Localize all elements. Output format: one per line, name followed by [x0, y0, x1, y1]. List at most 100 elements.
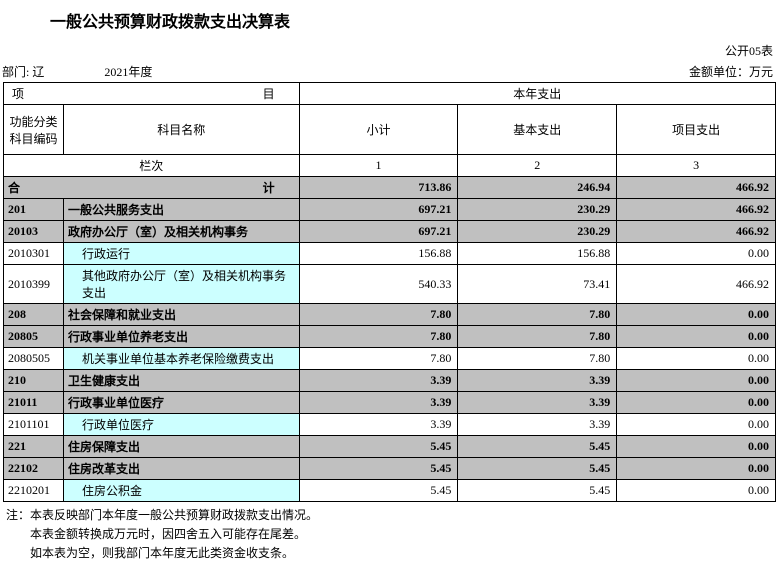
note-line: 本表金额转换成万元时，因四舍五入可能存在尾差。 — [30, 525, 773, 544]
notes-section: 注：本表反映部门本年度一般公共预算财政拨款支出情况。 本表金额转换成万元时，因四… — [0, 502, 779, 568]
header-row-1: 项 目 本年支出 — [4, 83, 776, 105]
cell-subtotal: 540.33 — [299, 265, 458, 304]
cell-name: 行政运行 — [63, 243, 299, 265]
cell-basic: 3.39 — [458, 370, 617, 392]
cell-name: 住房改革支出 — [63, 458, 299, 480]
cell-name: 政府办公厅（室）及相关机构事务 — [63, 221, 299, 243]
cell-project: 0.00 — [617, 414, 776, 436]
cell-subtotal: 3.39 — [299, 370, 458, 392]
hdr-lanci: 栏次 — [4, 155, 300, 177]
table-row: 2101101行政单位医疗3.393.390.00 — [4, 414, 776, 436]
hdr-func-code: 功能分类科目编码 — [4, 105, 64, 155]
total-subtotal: 713.86 — [299, 177, 458, 199]
unit-label: 金额单位：万元 — [689, 63, 773, 80]
cell-code: 201 — [4, 199, 64, 221]
cell-basic: 3.39 — [458, 414, 617, 436]
hdr-basic: 基本支出 — [458, 105, 617, 155]
cell-code: 2101101 — [4, 414, 64, 436]
cell-subtotal: 697.21 — [299, 221, 458, 243]
cell-project: 0.00 — [617, 326, 776, 348]
hdr-spending: 本年支出 — [299, 83, 775, 105]
hdr-subject: 科目名称 — [63, 105, 299, 155]
cell-project: 0.00 — [617, 370, 776, 392]
cell-code: 210 — [4, 370, 64, 392]
cell-basic: 5.45 — [458, 458, 617, 480]
year-label: 2021年度 — [104, 63, 152, 80]
cell-code: 2010399 — [4, 265, 64, 304]
cell-code: 20805 — [4, 326, 64, 348]
total-basic: 246.94 — [458, 177, 617, 199]
cell-subtotal: 3.39 — [299, 392, 458, 414]
cell-name: 住房保障支出 — [63, 436, 299, 458]
cell-code: 2210201 — [4, 480, 64, 502]
cell-subtotal: 5.45 — [299, 480, 458, 502]
meta-main: 部门: 辽 2021年度 金额单位：万元 — [0, 61, 779, 82]
cell-subtotal: 7.80 — [299, 348, 458, 370]
table-row: 208社会保障和就业支出7.807.800.00 — [4, 304, 776, 326]
hdr-col1: 1 — [299, 155, 458, 177]
table-row: 210卫生健康支出3.393.390.00 — [4, 370, 776, 392]
cell-name: 行政单位医疗 — [63, 414, 299, 436]
hdr-col2: 2 — [458, 155, 617, 177]
cell-code: 21011 — [4, 392, 64, 414]
cell-basic: 230.29 — [458, 199, 617, 221]
cell-subtotal: 5.45 — [299, 458, 458, 480]
table-row: 2010399其他政府办公厅（室）及相关机构事务支出540.3373.41466… — [4, 265, 776, 304]
table-row: 21011行政事业单位医疗3.393.390.00 — [4, 392, 776, 414]
hdr-project-spend: 项目支出 — [617, 105, 776, 155]
cell-basic: 230.29 — [458, 221, 617, 243]
cell-project: 0.00 — [617, 480, 776, 502]
cell-project: 0.00 — [617, 348, 776, 370]
cell-basic: 73.41 — [458, 265, 617, 304]
form-number: 公开05表 — [725, 42, 773, 59]
hdr-project: 项 目 — [4, 83, 300, 105]
cell-code: 20103 — [4, 221, 64, 243]
cell-project: 0.00 — [617, 392, 776, 414]
cell-subtotal: 5.45 — [299, 436, 458, 458]
page-title: 一般公共预算财政拨款支出决算表 — [0, 0, 779, 40]
cell-basic: 156.88 — [458, 243, 617, 265]
cell-code: 208 — [4, 304, 64, 326]
cell-basic: 7.80 — [458, 348, 617, 370]
table-row: 221住房保障支出5.455.450.00 — [4, 436, 776, 458]
table-row: 201一般公共服务支出697.21230.29466.92 — [4, 199, 776, 221]
total-row: 合 计 713.86 246.94 466.92 — [4, 177, 776, 199]
cell-subtotal: 697.21 — [299, 199, 458, 221]
note-line: 如本表为空，则我部门本年度无此类资金收支条。 — [30, 544, 773, 563]
dept-value: 辽 — [32, 65, 44, 79]
cell-basic: 5.45 — [458, 480, 617, 502]
cell-code: 2010301 — [4, 243, 64, 265]
cell-name: 其他政府办公厅（室）及相关机构事务支出 — [63, 265, 299, 304]
cell-code: 2080505 — [4, 348, 64, 370]
table-row: 2010301行政运行156.88156.880.00 — [4, 243, 776, 265]
dept-label: 部门: — [2, 65, 29, 79]
budget-table: 项 目 本年支出 功能分类科目编码 科目名称 小计 基本支出 项目支出 栏次 1… — [3, 82, 776, 502]
note-line: 注：本表反映部门本年度一般公共预算财政拨款支出情况。 — [6, 506, 773, 525]
cell-project: 466.92 — [617, 265, 776, 304]
cell-project: 466.92 — [617, 199, 776, 221]
cell-project: 0.00 — [617, 458, 776, 480]
table-row: 20805行政事业单位养老支出7.807.800.00 — [4, 326, 776, 348]
meta-top: 公开05表 — [0, 40, 779, 61]
table-row: 2210201住房公积金5.455.450.00 — [4, 480, 776, 502]
cell-project: 0.00 — [617, 243, 776, 265]
cell-project: 0.00 — [617, 304, 776, 326]
total-project: 466.92 — [617, 177, 776, 199]
table-row: 20103政府办公厅（室）及相关机构事务697.21230.29466.92 — [4, 221, 776, 243]
cell-basic: 5.45 — [458, 436, 617, 458]
cell-name: 卫生健康支出 — [63, 370, 299, 392]
cell-basic: 3.39 — [458, 392, 617, 414]
header-row-3: 栏次 1 2 3 — [4, 155, 776, 177]
cell-name: 行政事业单位医疗 — [63, 392, 299, 414]
cell-code: 221 — [4, 436, 64, 458]
cell-basic: 7.80 — [458, 304, 617, 326]
cell-subtotal: 7.80 — [299, 304, 458, 326]
cell-subtotal: 7.80 — [299, 326, 458, 348]
table-row: 2080505机关事业单位基本养老保险缴费支出7.807.800.00 — [4, 348, 776, 370]
total-label: 合 计 — [4, 177, 300, 199]
cell-basic: 7.80 — [458, 326, 617, 348]
cell-subtotal: 156.88 — [299, 243, 458, 265]
cell-project: 0.00 — [617, 436, 776, 458]
cell-name: 一般公共服务支出 — [63, 199, 299, 221]
cell-name: 社会保障和就业支出 — [63, 304, 299, 326]
